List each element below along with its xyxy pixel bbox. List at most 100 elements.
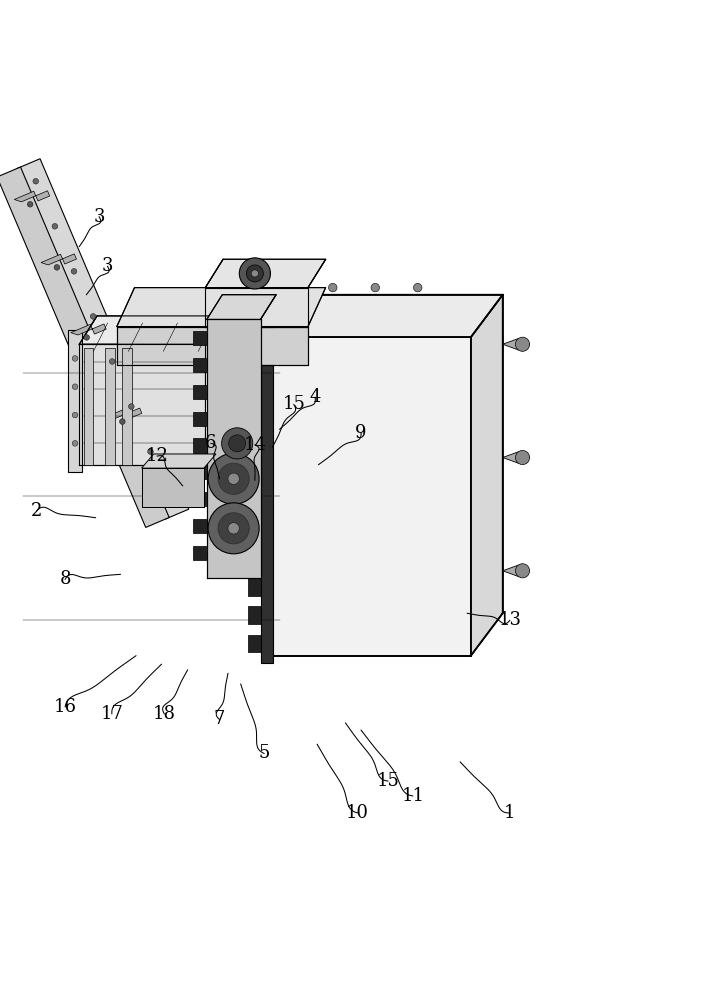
Circle shape [148,449,154,454]
Circle shape [167,494,173,499]
Circle shape [515,564,530,578]
Circle shape [129,404,135,409]
Text: 14: 14 [244,436,266,454]
Text: 16: 16 [54,698,76,716]
Polygon shape [248,606,261,624]
Polygon shape [248,493,261,511]
Circle shape [33,178,39,184]
Polygon shape [248,521,261,539]
Polygon shape [207,295,276,319]
Polygon shape [205,288,308,327]
Text: 3: 3 [93,208,105,226]
Polygon shape [193,331,207,345]
Circle shape [239,258,270,289]
Polygon shape [117,288,326,327]
Text: 8: 8 [59,570,71,588]
Circle shape [515,337,530,351]
Circle shape [208,453,259,504]
Text: 15: 15 [377,772,399,790]
Polygon shape [248,465,261,482]
Circle shape [72,356,78,361]
Circle shape [72,412,78,418]
Text: 4: 4 [309,388,321,406]
Circle shape [251,270,258,277]
Polygon shape [205,259,326,288]
Text: 18: 18 [153,705,176,723]
Circle shape [218,463,249,494]
Polygon shape [193,492,207,506]
Polygon shape [503,339,530,350]
Polygon shape [117,327,308,365]
Circle shape [28,201,33,207]
Polygon shape [193,438,207,453]
Polygon shape [248,550,261,567]
Text: 6: 6 [205,434,217,452]
Text: 7: 7 [214,710,225,728]
Text: 13: 13 [498,611,521,629]
Polygon shape [273,295,503,337]
Circle shape [72,269,76,274]
Polygon shape [193,385,207,399]
Text: 11: 11 [401,787,424,805]
Polygon shape [79,316,223,344]
Circle shape [371,283,379,292]
Text: 17: 17 [101,705,123,723]
Polygon shape [261,312,273,663]
Polygon shape [71,324,106,335]
Polygon shape [142,468,204,507]
Circle shape [515,450,530,465]
Circle shape [54,265,59,270]
Polygon shape [248,408,261,426]
Text: 10: 10 [346,804,369,822]
Polygon shape [193,465,207,479]
Circle shape [218,513,249,544]
Circle shape [228,523,239,534]
Circle shape [228,473,239,484]
Circle shape [84,335,89,340]
Polygon shape [14,191,50,202]
Polygon shape [68,330,82,472]
Polygon shape [16,159,189,519]
Circle shape [72,384,78,390]
Text: 12: 12 [146,447,169,465]
Polygon shape [41,254,76,265]
Text: 9: 9 [355,424,367,442]
Polygon shape [193,519,207,533]
Circle shape [72,441,78,446]
Circle shape [329,283,337,292]
Text: 1: 1 [504,804,515,822]
Polygon shape [193,412,207,426]
Polygon shape [122,348,132,465]
Polygon shape [193,358,207,372]
Polygon shape [142,454,216,468]
Circle shape [52,223,58,229]
Circle shape [91,314,96,319]
Circle shape [229,435,246,452]
Polygon shape [248,351,261,369]
Polygon shape [106,408,142,419]
Text: 2: 2 [31,502,42,520]
Polygon shape [248,578,261,596]
Polygon shape [273,337,471,656]
Polygon shape [248,436,261,454]
Polygon shape [84,348,93,465]
Text: 3: 3 [102,257,113,275]
Circle shape [120,419,125,424]
Polygon shape [0,167,169,527]
Polygon shape [248,635,261,652]
Polygon shape [248,380,261,397]
Polygon shape [193,546,207,560]
Polygon shape [207,319,261,578]
Circle shape [413,283,422,292]
Polygon shape [503,452,530,463]
Polygon shape [105,348,115,465]
Polygon shape [248,323,261,341]
Circle shape [208,503,259,554]
Polygon shape [503,565,530,576]
Circle shape [110,359,115,364]
Text: 5: 5 [258,744,270,762]
Text: 15: 15 [282,395,305,413]
Circle shape [246,265,263,282]
Polygon shape [79,344,205,465]
Polygon shape [471,295,503,656]
